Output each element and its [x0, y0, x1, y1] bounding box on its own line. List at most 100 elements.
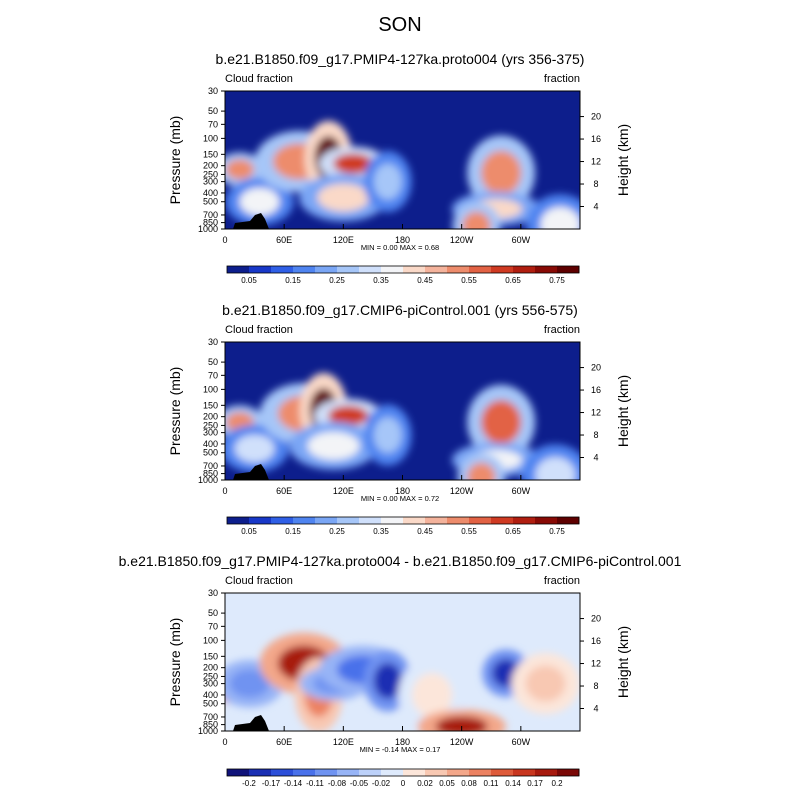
height-tick-label: 4 — [593, 453, 598, 463]
height-tick-label: 4 — [593, 202, 598, 212]
colorbar-swatch — [557, 266, 580, 273]
y-axis-label: Pressure (mb) — [167, 618, 183, 707]
terrain-mask — [233, 464, 269, 480]
colorbar-swatch — [359, 266, 382, 273]
field-feature — [317, 183, 370, 212]
colorbar-swatch — [447, 517, 470, 524]
colorbar-swatch — [359, 769, 382, 776]
colorbar-swatch — [315, 517, 338, 524]
colorbar-label: 0.65 — [505, 276, 521, 285]
field-feature — [229, 669, 270, 698]
colorbar-swatch — [271, 266, 294, 273]
colorbar-swatch — [293, 517, 316, 524]
colorbar-label: 0.25 — [329, 527, 345, 536]
field-feature — [234, 434, 275, 463]
colorbar-swatch — [293, 266, 316, 273]
colorbar-label: 0.08 — [461, 779, 477, 788]
colorbar-swatch — [535, 266, 558, 273]
panel-title: b.e21.B1850.f09_g17.PMIP4-127ka.proto004… — [216, 51, 585, 67]
y-tick-label: 400 — [203, 439, 218, 449]
colorbar-label: -0.14 — [284, 779, 303, 788]
colorbar-label: 0.2 — [551, 779, 563, 788]
y-axis-label: Pressure (mb) — [167, 367, 183, 456]
y-tick-label: 300 — [203, 679, 218, 689]
field-feature — [462, 211, 491, 229]
colorbar-label: 0.11 — [484, 779, 500, 788]
colorbar-label: 0.55 — [461, 527, 477, 536]
colorbar-frame — [226, 768, 580, 777]
colorbar-label: 0.15 — [285, 527, 301, 536]
colorbar-swatch — [337, 769, 360, 776]
y-axis-label-right: Height (km) — [615, 375, 631, 447]
terrain-mask — [233, 715, 269, 731]
y-tick-label: 1000 — [198, 475, 218, 485]
field-feature — [333, 153, 374, 174]
field-feature — [373, 163, 402, 200]
height-tick-label: 16 — [591, 385, 601, 395]
colorbar-swatch — [403, 517, 426, 524]
colorbar: 0.05 0.15 0.25 0.35 0.45 0.55 0.65 0.75 — [226, 265, 580, 285]
colorbar-label: 0.65 — [505, 527, 521, 536]
colorbar-swatch — [381, 266, 404, 273]
field-feature — [373, 417, 402, 454]
colorbar-swatch — [381, 517, 404, 524]
y-tick-label: 850 — [203, 218, 218, 228]
y-tick-label: 30 — [208, 588, 218, 598]
colorbar-swatch — [249, 266, 272, 273]
y-tick-label: 250 — [203, 420, 218, 430]
y-tick-label: 100 — [203, 635, 218, 645]
field-feature — [373, 662, 402, 699]
colorbar-swatch — [513, 769, 536, 776]
panel-left-label: Cloud fraction — [225, 575, 293, 587]
y-tick-label: 300 — [203, 177, 218, 187]
field-feature — [481, 400, 522, 445]
contour-field — [225, 91, 580, 229]
colorbar-label: 0.75 — [549, 276, 565, 285]
colorbar-label: 0 — [401, 779, 406, 788]
colorbar-swatch — [469, 769, 492, 776]
colorbar-swatch — [535, 769, 558, 776]
y-tick-label: 1000 — [198, 224, 218, 234]
field-feature — [481, 150, 522, 195]
x-tick-label: 60E — [276, 737, 292, 747]
x-tick-label: 120W — [450, 486, 474, 496]
colorbar-label: 0.45 — [417, 527, 433, 536]
colorbar-swatch — [403, 266, 426, 273]
height-tick-label: 8 — [593, 430, 598, 440]
y-tick-label: 50 — [208, 106, 218, 116]
colorbar-label: 0.17 — [527, 779, 543, 788]
field-feature — [412, 672, 453, 717]
colorbar-swatch — [469, 266, 492, 273]
x-tick-label: 0 — [222, 486, 227, 496]
height-tick-label: 16 — [591, 134, 601, 144]
y-tick-label: 150 — [203, 149, 218, 159]
height-tick-label: 8 — [593, 179, 598, 189]
colorbar-label: 0.15 — [285, 276, 301, 285]
y-tick-label: 300 — [203, 428, 218, 438]
y-axis-label-right: Height (km) — [615, 626, 631, 698]
field-feature — [239, 187, 280, 216]
colorbar-swatch — [337, 266, 360, 273]
y-tick-label: 200 — [203, 161, 218, 171]
colorbar-frame — [226, 265, 580, 274]
colorbar-label: 0.45 — [417, 276, 433, 285]
x-tick-label: 60W — [512, 486, 531, 496]
colorbar-swatch — [227, 266, 250, 273]
colorbar-swatch — [403, 769, 426, 776]
colorbar-swatch — [359, 517, 382, 524]
y-tick-label: 100 — [203, 384, 218, 394]
colorbar-swatch — [293, 769, 316, 776]
y-tick-label: 400 — [203, 690, 218, 700]
colorbar-swatch — [491, 266, 514, 273]
panel-2: b.e21.B1850.f09_g17.CMIP6-piControl.001 … — [167, 302, 631, 536]
colorbar-label: 0.02 — [417, 779, 433, 788]
y-tick-label: 30 — [208, 86, 218, 96]
colorbar-swatch — [447, 266, 470, 273]
y-tick-label: 50 — [208, 357, 218, 367]
colorbar-swatch — [513, 517, 536, 524]
x-tick-label: 0 — [222, 235, 227, 245]
colorbar-swatch — [249, 769, 272, 776]
y-tick-label: 500 — [203, 448, 218, 458]
colorbar-label: 0.35 — [373, 527, 389, 536]
